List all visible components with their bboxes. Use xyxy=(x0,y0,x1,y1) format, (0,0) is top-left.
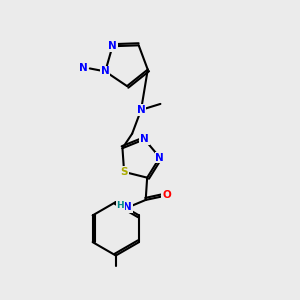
Text: N: N xyxy=(137,105,146,115)
Text: H: H xyxy=(117,201,124,210)
Text: N: N xyxy=(124,202,132,212)
Text: N: N xyxy=(140,134,149,144)
Text: O: O xyxy=(162,190,171,200)
Text: N: N xyxy=(108,41,117,51)
Text: N: N xyxy=(101,66,110,76)
Text: N: N xyxy=(155,152,164,163)
Text: S: S xyxy=(120,167,128,177)
Text: N: N xyxy=(79,64,87,74)
